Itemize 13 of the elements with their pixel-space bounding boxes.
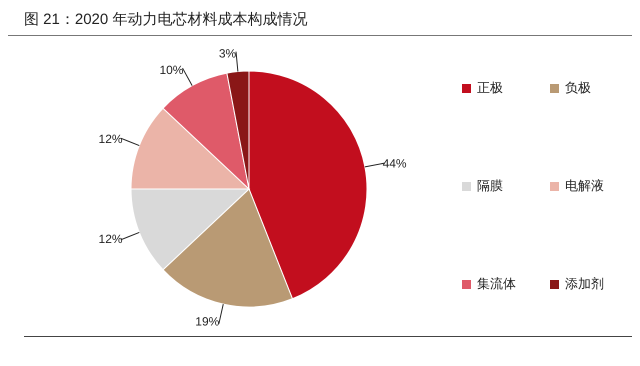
data-label: 12% (98, 232, 123, 246)
data-label: 19% (195, 314, 220, 329)
data-label: 44% (382, 156, 407, 171)
legend-label: 正极 (477, 79, 503, 97)
legend-label: 集流体 (477, 275, 516, 293)
data-label: 3% (218, 46, 237, 61)
chart-title: 图 21：2020 年动力电芯材料成本构成情况 (8, 8, 632, 36)
data-label: 12% (98, 132, 123, 146)
legend-label: 负极 (565, 79, 591, 97)
legend-label: 添加剂 (565, 275, 604, 293)
legend-label: 电解液 (565, 177, 604, 195)
legend-label: 隔膜 (477, 177, 503, 195)
data-label: 10% (159, 62, 184, 77)
